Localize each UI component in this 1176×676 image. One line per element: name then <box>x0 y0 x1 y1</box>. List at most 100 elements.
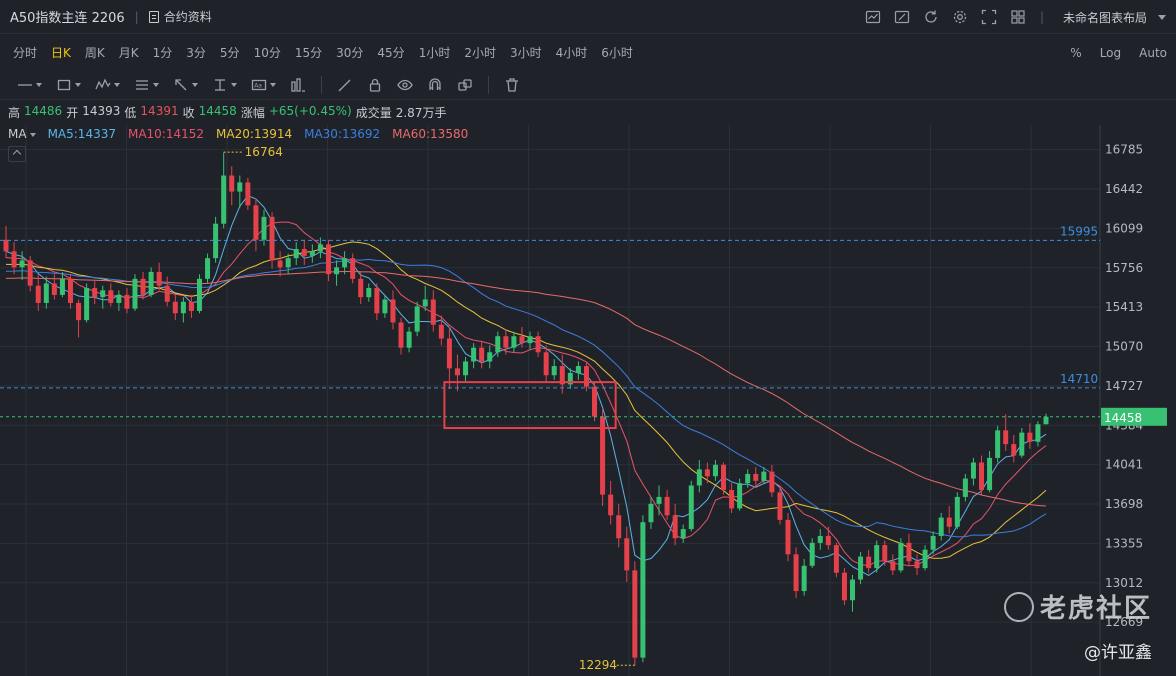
candle[interactable] <box>471 343 477 369</box>
candle[interactable] <box>995 425 1001 463</box>
candle[interactable] <box>688 480 694 532</box>
chevron-down-icon[interactable] <box>192 82 198 87</box>
candle[interactable] <box>737 478 743 511</box>
wave-tool-button[interactable] <box>90 73 125 97</box>
candle[interactable] <box>446 327 452 390</box>
layout-grid-icon[interactable] <box>1009 8 1027 26</box>
candle[interactable] <box>761 467 767 484</box>
period-4[interactable]: 1分 <box>152 46 173 60</box>
candle[interactable] <box>382 294 388 318</box>
candle[interactable] <box>124 288 130 314</box>
chevron-down-icon[interactable] <box>29 132 36 137</box>
candle[interactable] <box>1035 421 1041 447</box>
candlestick-chart[interactable]: 1678516442160991575615413150701472714384… <box>0 125 1176 676</box>
candle[interactable] <box>285 253 291 275</box>
candle[interactable] <box>753 467 759 486</box>
candle[interactable] <box>551 359 557 380</box>
refresh-icon[interactable] <box>922 8 940 26</box>
candle[interactable] <box>108 283 114 307</box>
candle[interactable] <box>325 239 331 282</box>
candle[interactable] <box>906 533 912 566</box>
candle[interactable] <box>559 354 565 394</box>
candle[interactable] <box>350 253 356 284</box>
candle[interactable] <box>84 283 90 323</box>
candle[interactable] <box>769 464 775 497</box>
candle[interactable] <box>979 455 985 495</box>
candle[interactable] <box>172 294 178 321</box>
candle[interactable] <box>100 285 106 309</box>
candle[interactable] <box>527 331 533 350</box>
candle[interactable] <box>213 216 219 263</box>
candle[interactable] <box>422 285 428 311</box>
period-8[interactable]: 15分 <box>294 46 323 60</box>
candle[interactable] <box>438 315 444 346</box>
candle[interactable] <box>19 251 25 280</box>
candle[interactable] <box>35 274 41 311</box>
candle[interactable] <box>11 242 17 275</box>
bar-tool-button[interactable] <box>285 73 311 97</box>
candle[interactable] <box>1027 423 1033 449</box>
fib-tool-button[interactable] <box>129 73 164 97</box>
candle[interactable] <box>43 276 49 309</box>
period-5[interactable]: 3分 <box>186 46 206 60</box>
candle[interactable] <box>148 267 154 298</box>
candle[interactable] <box>1011 434 1017 463</box>
candle[interactable] <box>51 274 57 300</box>
candle[interactable] <box>374 283 380 321</box>
ma-legend-toggle[interactable]: MA <box>8 127 36 141</box>
candle[interactable] <box>777 485 783 525</box>
candle[interactable] <box>463 356 469 383</box>
candle[interactable] <box>608 480 614 525</box>
scale-option-2[interactable]: Auto <box>1139 46 1167 60</box>
candle[interactable] <box>309 244 315 263</box>
period-10[interactable]: 45分 <box>377 46 405 60</box>
candle[interactable] <box>640 515 646 663</box>
candle[interactable] <box>729 483 735 513</box>
candle[interactable] <box>156 262 162 291</box>
chevron-down-icon[interactable] <box>231 82 237 87</box>
candle[interactable] <box>890 554 896 575</box>
candle[interactable] <box>1003 414 1009 452</box>
period-9[interactable]: 30分 <box>336 46 364 60</box>
scale-option-1[interactable]: Log <box>1099 46 1122 60</box>
candle[interactable] <box>672 503 678 546</box>
candle[interactable] <box>358 271 364 305</box>
fullscreen-icon[interactable] <box>980 8 998 26</box>
candle[interactable] <box>575 361 581 380</box>
candle[interactable] <box>334 260 340 286</box>
line-tool-button[interactable] <box>12 73 47 97</box>
candle[interactable] <box>414 301 420 337</box>
collapse-legend-button[interactable] <box>8 146 26 162</box>
candle[interactable] <box>543 345 549 383</box>
period-7[interactable]: 10分 <box>253 46 281 60</box>
candle[interactable] <box>495 331 501 357</box>
eye-button[interactable] <box>392 73 418 97</box>
candle[interactable] <box>793 547 799 598</box>
candle[interactable] <box>704 462 710 484</box>
candle[interactable] <box>245 177 251 210</box>
text-tool-button[interactable]: Aa <box>246 73 281 97</box>
period-14[interactable]: 4小时 <box>555 46 588 60</box>
candle[interactable] <box>67 274 73 309</box>
period-3[interactable]: 月K <box>118 46 139 60</box>
candle[interactable] <box>511 331 517 353</box>
candle[interactable] <box>59 271 65 298</box>
text-cursor-button[interactable] <box>207 73 242 97</box>
candle[interactable] <box>866 549 872 573</box>
candle[interactable] <box>487 345 493 369</box>
chevron-down-icon[interactable] <box>36 82 42 87</box>
candle[interactable] <box>390 290 396 330</box>
candle[interactable] <box>188 294 194 318</box>
candle[interactable] <box>366 283 372 302</box>
candle[interactable] <box>592 382 598 422</box>
candle[interactable] <box>140 271 146 300</box>
lock-button[interactable] <box>362 73 388 97</box>
candle[interactable] <box>914 554 920 575</box>
candle[interactable] <box>269 212 275 269</box>
candle[interactable] <box>874 540 880 573</box>
candle[interactable] <box>430 290 436 332</box>
period-1[interactable]: 日K <box>51 46 71 60</box>
contract-info-link[interactable]: 合约资料 <box>148 8 212 25</box>
candle[interactable] <box>970 457 976 486</box>
chart-icon[interactable] <box>864 8 882 26</box>
